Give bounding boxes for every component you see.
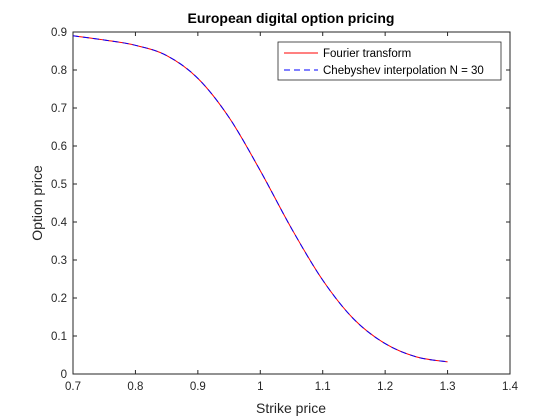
x-tick-label: 1.1 xyxy=(315,381,331,393)
y-tick-label: 0.3 xyxy=(51,255,67,267)
chart-title: European digital option pricing xyxy=(188,10,395,26)
y-tick-label: 0.9 xyxy=(51,27,67,39)
legend-box xyxy=(277,41,502,81)
x-tick-label: 0.7 xyxy=(65,381,81,393)
x-tick-label: 1 xyxy=(257,381,263,393)
y-tick-label: 0.1 xyxy=(51,331,67,343)
y-tick-label: 0.8 xyxy=(51,65,67,77)
x-tick-label: 1.2 xyxy=(377,381,393,393)
y-tick-label: 0.4 xyxy=(51,217,68,229)
plot-area xyxy=(72,31,511,375)
x-tick-label: 0.8 xyxy=(127,381,143,393)
x-axis-label: Strike price xyxy=(256,400,326,416)
legend-label-fourier: Fourier transform xyxy=(323,48,411,60)
series-lines xyxy=(72,35,448,363)
series-line-chebyshev xyxy=(72,35,448,363)
x-tick-label: 1.3 xyxy=(440,381,456,393)
legend-label-chebyshev: Chebyshev interpolation N = 30 xyxy=(323,65,484,77)
x-tick-label: 0.9 xyxy=(190,381,206,393)
ticks: 0.7 0.8 0.9 1 1.1 1.2 1.3 1.4 0 0.1 0.2 0.3 0.4 0.5 0.… xyxy=(51,27,519,393)
y-tick-label: 0.2 xyxy=(51,293,67,305)
x-tick-label: 1.4 xyxy=(502,381,519,393)
y-tick-label: 0.7 xyxy=(51,103,67,115)
y-tick-label: 0.5 xyxy=(51,179,67,191)
y-tick-label: 0.6 xyxy=(51,141,67,153)
y-axis-label: Option price xyxy=(29,165,45,241)
legend: Fourier transform Chebyshev interpolatio… xyxy=(277,41,502,81)
y-tick-label: 0 xyxy=(61,369,67,381)
